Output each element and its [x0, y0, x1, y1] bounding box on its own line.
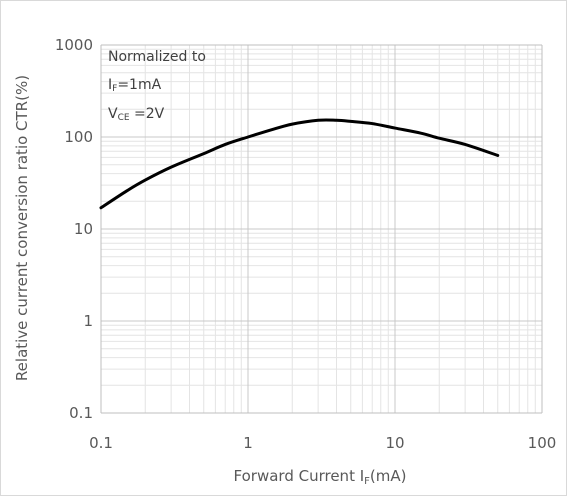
x-tick-label: 1	[243, 434, 253, 452]
y-tick-label: 0.1	[69, 404, 93, 422]
annotation-line-1: Normalized to	[108, 49, 206, 65]
annotation-if-sub: F	[112, 84, 117, 94]
axes	[100, 44, 543, 414]
x-tick-label: 10	[385, 434, 404, 452]
y-tick-label: 100	[64, 128, 93, 146]
y-tick-label: 1000	[55, 36, 93, 54]
annotation-vce-sub: CE	[118, 113, 130, 123]
x-tick-label: 100	[528, 434, 557, 452]
annotation-vce-main: V	[108, 106, 118, 122]
x-tick-label: 0.1	[89, 434, 113, 452]
x-axis-title-main: Forward Current I	[234, 467, 365, 485]
y-axis-title: Relative current conversion ratio CTR(%)	[13, 75, 31, 381]
ctr-curve	[99, 118, 500, 210]
x-axis-title-unit: (mA)	[370, 467, 407, 485]
y-tick-label: 1	[83, 312, 93, 330]
x-axis-title-sub: F	[364, 476, 370, 487]
annotation-line-3: VCE =2V	[108, 106, 165, 123]
tick-labels: 0.1 1 10 100 0.1 1 10 100 1000	[55, 36, 557, 452]
annotation-vce-rest: =2V	[130, 106, 165, 122]
annotation-if-main: I	[108, 77, 112, 93]
x-axis-title: Forward Current IF(mA)	[234, 467, 407, 487]
annotation-line-2: IF=1mA	[108, 77, 162, 94]
y-tick-label: 10	[74, 220, 93, 238]
annotation-if-rest: =1mA	[117, 77, 161, 93]
